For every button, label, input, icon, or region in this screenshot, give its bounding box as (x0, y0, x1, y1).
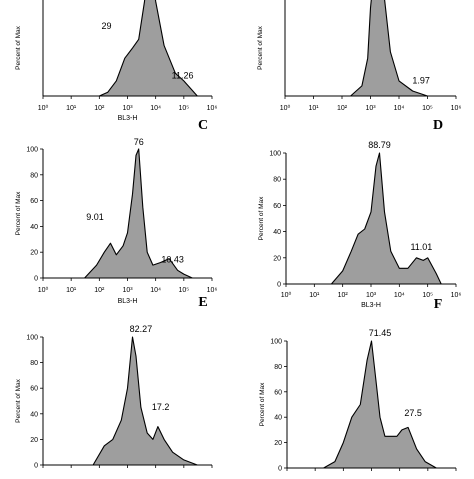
peak-annotation: 76 (134, 137, 144, 147)
peak-annotation: 82.27 (130, 324, 153, 334)
x-tick-label: 10⁵ (178, 105, 189, 112)
histogram-area (84, 148, 193, 279)
y-tick-label: 60 (30, 386, 38, 393)
peak-annotation: 71.45 (369, 328, 392, 338)
x-tick-label: 10² (94, 287, 105, 294)
x-tick-label: 10⁰ (38, 286, 49, 294)
y-axis-title: Percent of Max (15, 191, 22, 235)
y-tick-label: 40 (273, 229, 281, 236)
y-axis-title: Percent of Max (257, 25, 264, 69)
x-tick-label: 10¹ (308, 105, 319, 112)
panel-letter: E (198, 295, 207, 310)
x-tick-label: 10⁶ (451, 292, 462, 299)
x-axis-title: BL3-H (118, 298, 138, 305)
x-tick-label: 10² (337, 105, 348, 112)
peak-annotation: 11.01 (410, 242, 432, 252)
peak-annotation: 29 (102, 21, 112, 31)
x-tick-label: 10² (338, 292, 349, 299)
x-tick-label: 10¹ (66, 105, 77, 112)
histogram-area (330, 152, 442, 285)
panel-bottom-left: 0 20 40 60 80 100 Percent of Max 82.27 17.2 (15, 324, 213, 470)
histogram-area (98, 0, 198, 97)
x-tick-label: 10⁴ (394, 292, 405, 299)
x-tick-label: 10³ (122, 287, 133, 294)
peak-annotation: 88.79 (368, 140, 391, 150)
y-tick-label: 100 (269, 151, 281, 158)
x-axis-title: BL3-H (118, 115, 138, 122)
y-tick-label: 0 (34, 463, 38, 470)
y-tick-label: 40 (274, 415, 282, 422)
y-tick-label: 0 (277, 282, 281, 289)
x-tick-label: 10⁶ (207, 287, 218, 294)
x-tick-label: 10³ (122, 105, 133, 112)
x-tick-label: 10⁵ (178, 287, 189, 294)
x-tick-label: 10⁴ (150, 105, 161, 112)
peak-annotation: 11.26 (172, 70, 194, 80)
x-tick-label: 10⁰ (38, 104, 49, 112)
y-tick-label: 80 (274, 364, 282, 371)
panel-letter: C (198, 118, 208, 133)
panel-middle-left: 10⁰ 10¹ 10² 10³ 10⁴ 10⁵ 10⁶ 0 20 40 60 80 100 Percent… (15, 137, 217, 310)
panel-letter: F (434, 297, 443, 312)
x-tick-label: 10¹ (66, 287, 77, 294)
y-tick-label: 40 (30, 411, 38, 418)
peak-annotation: 1.97 (412, 75, 430, 85)
x-tick-label: 10⁶ (207, 105, 218, 112)
y-tick-label: 60 (274, 389, 282, 396)
histogram-area (350, 0, 429, 97)
y-tick-label: 100 (270, 339, 282, 346)
peak-annotation: 9.01 (86, 212, 104, 222)
x-tick-label: 10⁵ (422, 105, 433, 112)
peak-annotation: 27.5 (404, 408, 422, 418)
y-tick-label: 20 (273, 255, 281, 262)
x-tick-label: 10¹ (309, 292, 320, 299)
x-tick-label: 10⁴ (150, 287, 161, 294)
x-tick-label: 10³ (366, 292, 377, 299)
y-tick-label: 0 (34, 276, 38, 283)
y-tick-label: 80 (273, 177, 281, 184)
x-tick-label: 10² (94, 105, 105, 112)
y-tick-label: 20 (274, 440, 282, 447)
y-axis-title: Percent of Max (259, 382, 266, 426)
x-tick-label: 10⁰ (281, 291, 292, 299)
panel-bottom-right: 0 20 40 60 80 100 Percent of Max 71.45 27.5 (259, 328, 457, 473)
y-tick-label: 100 (26, 335, 38, 342)
y-tick-label: 20 (30, 250, 38, 257)
panel-top-right: 10⁰ 10¹ 10² 10³ 10⁴ 10⁵ 10⁶ Percent of Max D 1.97 (257, 0, 461, 133)
y-tick-label: 80 (30, 172, 38, 179)
y-axis-title: Percent of Max (258, 196, 265, 240)
panel-middle-right: 10⁰ 10¹ 10² 10³ 10⁴ 10⁵ 10⁶ 0 20 40 60 80 100 Percent… (258, 140, 461, 312)
y-tick-label: 60 (273, 203, 281, 210)
y-tick-label: 100 (26, 147, 38, 154)
y-axis-title: Percent of Max (15, 378, 22, 422)
y-tick-label: 40 (30, 224, 38, 231)
peak-annotation: 10.43 (161, 255, 184, 265)
y-axis-title: Percent of Max (15, 25, 22, 69)
y-tick-label: 0 (278, 466, 282, 473)
panel-letter: D (433, 118, 443, 133)
x-tick-label: 10³ (365, 105, 376, 112)
x-tick-label: 10⁵ (422, 292, 433, 299)
x-tick-label: 10⁴ (394, 105, 405, 112)
peak-annotation: 17.2 (152, 402, 170, 412)
histogram-area (323, 340, 437, 469)
panel-top-left: 10⁰ 10¹ 10² 10³ 10⁴ 10⁵ 10⁶ Percent of Max BL3-H… (15, 0, 217, 133)
x-axis-title: BL3-H (361, 302, 381, 309)
x-tick-label: 10⁶ (451, 105, 462, 112)
y-tick-label: 20 (30, 437, 38, 444)
histogram-area (92, 336, 198, 466)
y-tick-label: 60 (30, 198, 38, 205)
y-tick-label: 80 (30, 360, 38, 367)
x-tick-label: 10⁰ (280, 104, 291, 112)
